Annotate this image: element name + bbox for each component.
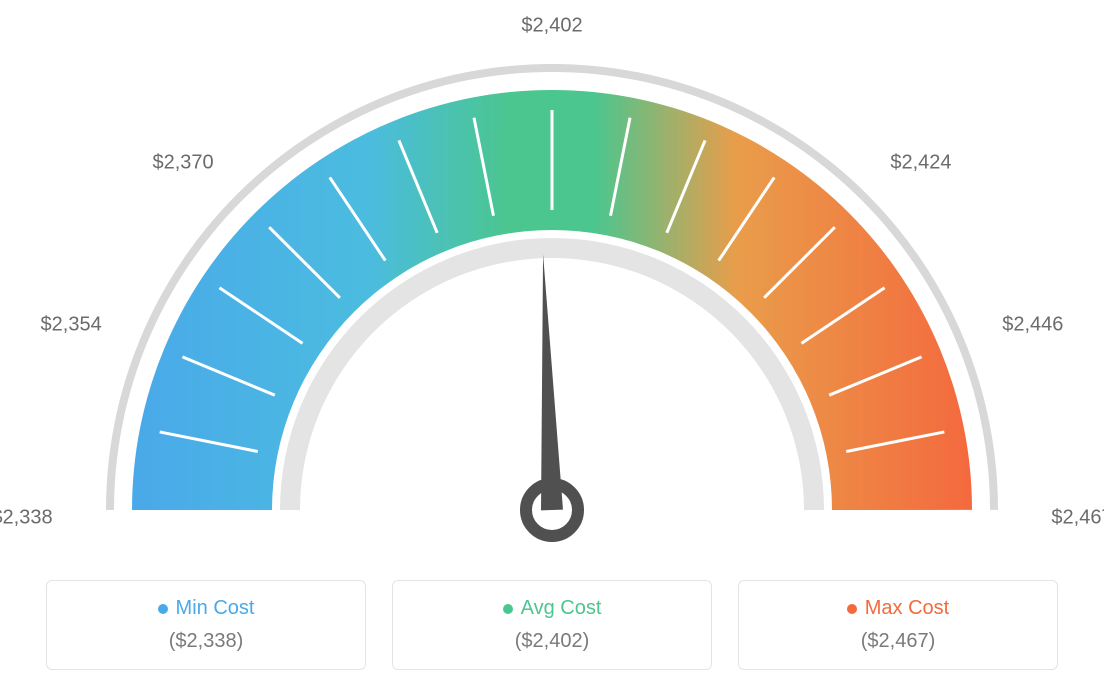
cost-gauge-container: $2,338 $2,354 $2,370 $2,402 $2,424 $2,446 $2,4… xyxy=(0,0,1104,690)
gauge-label: $2,338 xyxy=(0,507,53,530)
legend-title-avg: Avg Cost xyxy=(405,597,699,620)
legend-card-max: Max Cost ($2,467) xyxy=(738,580,1058,670)
legend-dot-avg xyxy=(503,604,513,614)
legend-row: Min Cost ($2,338) Avg Cost ($2,402) Max … xyxy=(0,580,1104,670)
gauge-svg xyxy=(0,0,1104,560)
legend-title-max: Max Cost xyxy=(751,597,1045,620)
gauge-label: $2,402 xyxy=(521,15,582,38)
gauge-label: $2,354 xyxy=(41,314,102,337)
legend-dot-min xyxy=(158,604,168,614)
legend-title-min: Min Cost xyxy=(59,597,353,620)
gauge-label: $2,467 xyxy=(1051,507,1104,530)
legend-label-max: Max Cost xyxy=(865,597,949,620)
legend-label-min: Min Cost xyxy=(176,597,255,620)
legend-card-min: Min Cost ($2,338) xyxy=(46,580,366,670)
gauge-label: $2,370 xyxy=(152,152,213,175)
gauge-chart: $2,338 $2,354 $2,370 $2,402 $2,424 $2,446 $2,4… xyxy=(0,0,1104,560)
gauge-label: $2,446 xyxy=(1002,314,1063,337)
legend-label-avg: Avg Cost xyxy=(521,597,602,620)
legend-value-max: ($2,467) xyxy=(751,630,1045,653)
gauge-label: $2,424 xyxy=(890,152,951,175)
legend-value-avg: ($2,402) xyxy=(405,630,699,653)
legend-dot-max xyxy=(847,604,857,614)
legend-card-avg: Avg Cost ($2,402) xyxy=(392,580,712,670)
legend-value-min: ($2,338) xyxy=(59,630,353,653)
